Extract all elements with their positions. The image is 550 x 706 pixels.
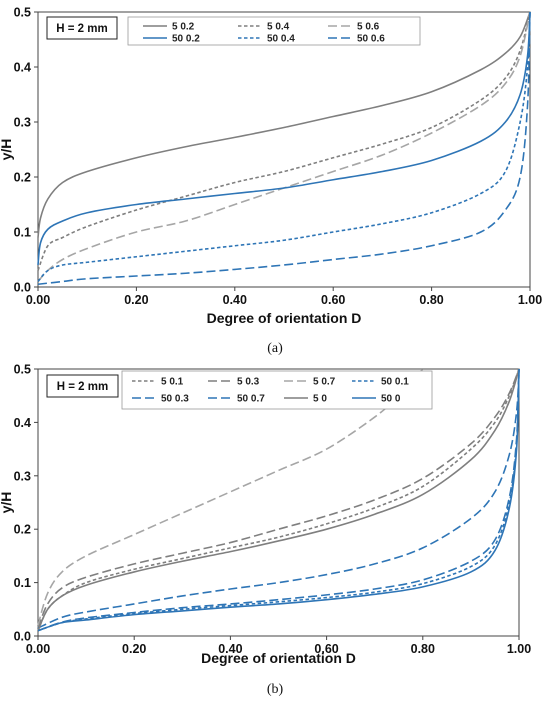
x-tick-label: 0.20 <box>122 642 146 656</box>
x-tick-label: 0.80 <box>419 293 443 307</box>
legend-entry: 50 0.4 <box>267 34 295 45</box>
legend: 5 0.2 5 0.4 5 0.6 50 0.2 50 0.4 50 0.6 <box>127 16 421 46</box>
legend: 5 0.1 5 0.3 5 0.7 50 0.1 50 0.3 50 0.7 5 0 50 0 <box>121 370 433 410</box>
series-line-5-0-2 <box>37 11 531 238</box>
x-tick-label: 0.20 <box>124 293 148 307</box>
chart-panel-a: 0.0 0.1 0.2 0.3 0.4 0.5 0.00 0.20 0.40 0.60 0.80 1.… <box>0 6 542 357</box>
series-line-50-0-1 <box>37 368 520 632</box>
x-tick-label: 0.40 <box>218 642 242 656</box>
legend-entry: 5 0.2 <box>172 22 195 33</box>
y-tick-label: 0.0 <box>14 630 31 644</box>
x-tick-label: 0.00 <box>26 642 50 656</box>
y-tick-label: 0.5 <box>14 6 31 20</box>
x-tick-label: 0.60 <box>321 293 345 307</box>
series-line-50-0 <box>37 368 520 632</box>
x-axis-label: Degree of orientation D <box>201 650 356 666</box>
legend-entry: 5 0 <box>313 394 327 405</box>
y-axis-label: y/H <box>0 492 14 514</box>
legend-entry: 50 0 <box>381 394 401 405</box>
series-line-5-0-4 <box>37 11 531 271</box>
series-lines <box>37 11 531 286</box>
legend-entry: 50 0.7 <box>237 394 265 405</box>
series-line-5-0-6 <box>37 11 531 283</box>
annotation-box <box>46 374 119 398</box>
plot-frame <box>37 11 531 288</box>
x-tick-label: 0.80 <box>411 642 435 656</box>
legend-entry: 50 0.3 <box>161 394 189 405</box>
legend-entry: 5 0.1 <box>161 377 184 388</box>
y-tick-label: 0.4 <box>14 61 31 75</box>
annotation-box <box>46 16 118 40</box>
legend-entry: 5 0.7 <box>313 377 336 388</box>
legend-entry: 50 0.1 <box>381 377 409 388</box>
series-lines <box>37 368 520 632</box>
legend-entry: 5 0.3 <box>237 377 260 388</box>
x-tick-label: 1.00 <box>507 642 531 656</box>
x-axis-label: Degree of orientation D <box>207 310 362 326</box>
y-tick-label: 0.0 <box>14 281 31 295</box>
x-tick-label: 0.40 <box>223 293 247 307</box>
y-tick-label: 0.3 <box>14 469 31 483</box>
y-tick-label: 0.2 <box>14 171 31 185</box>
x-tick-label: 1.00 <box>518 293 542 307</box>
series-line-50-0-7 <box>37 368 520 629</box>
legend-entry: 50 0.2 <box>172 34 200 45</box>
y-tick-label: 0.1 <box>14 226 31 240</box>
series-line-50-0-4 <box>37 11 531 283</box>
x-tick-label: 0.00 <box>26 293 50 307</box>
y-tick-label: 0.3 <box>14 116 31 130</box>
legend-entry: 50 0.6 <box>357 34 385 45</box>
y-tick-label: 0.4 <box>14 416 31 430</box>
panel-label: (b) <box>267 682 284 697</box>
legend-frame <box>121 370 433 410</box>
series-line-50-0-3 <box>37 368 520 632</box>
plot-frame <box>37 368 520 637</box>
legend-frame <box>127 16 421 46</box>
annotation-text: H = 2 mm <box>56 23 107 35</box>
chart-panel-b: 0.0 0.1 0.2 0.3 0.4 0.5 0.00 0.20 0.40 0.60 0.80 1.… <box>0 363 531 698</box>
panel-label: (a) <box>267 341 283 356</box>
series-line-5-0-3 <box>37 368 520 629</box>
y-tick-label: 0.1 <box>14 576 31 590</box>
x-tick-label: 0.60 <box>314 642 338 656</box>
series-line-50-0-2 <box>37 11 531 266</box>
legend-entry: 5 0.6 <box>357 22 380 33</box>
y-axis-label: y/H <box>0 139 14 161</box>
series-line-5-0 <box>37 368 520 631</box>
annotation-text: H = 2 mm <box>57 381 108 393</box>
y-tick-label: 0.5 <box>14 363 31 377</box>
y-tick-label: 0.2 <box>14 523 31 537</box>
series-line-5-0-7 <box>37 368 424 626</box>
legend-entry: 5 0.4 <box>267 22 290 33</box>
series-line-50-0-6 <box>37 11 531 286</box>
